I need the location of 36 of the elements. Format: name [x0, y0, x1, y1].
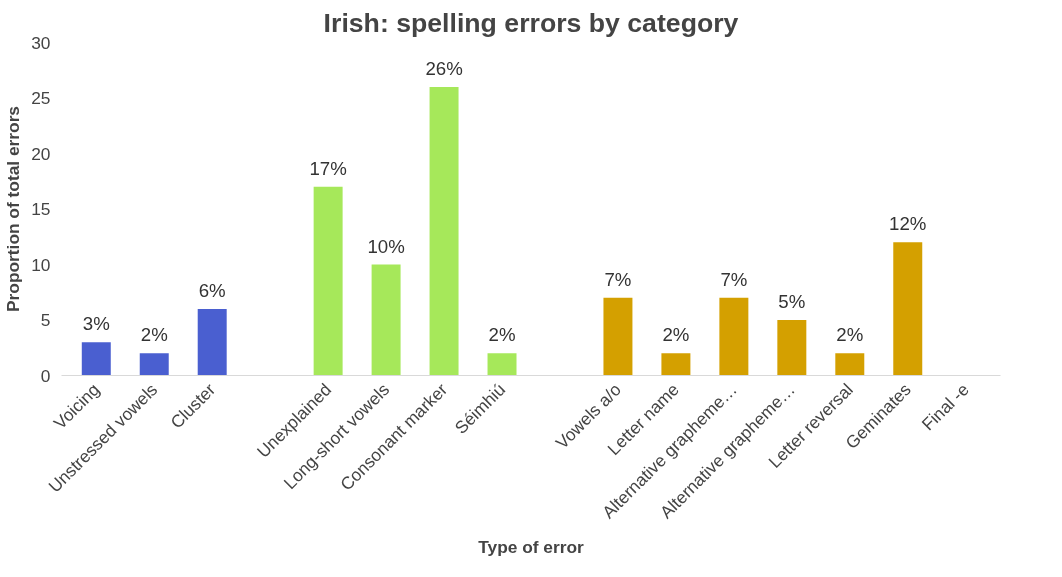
bar	[661, 353, 691, 376]
y-tick-label: 15	[31, 199, 51, 219]
bar	[719, 297, 749, 376]
bar	[81, 342, 111, 376]
bar	[893, 242, 923, 376]
bar	[603, 297, 633, 376]
y-tick-label: 0	[40, 365, 51, 386]
data-label: 5%	[778, 291, 806, 312]
data-label: 3%	[82, 313, 110, 335]
data-label: 17%	[309, 157, 347, 179]
y-axis-title: Proportion of total errors	[3, 105, 24, 313]
data-label: 7%	[604, 268, 632, 290]
data-label: 10%	[367, 235, 405, 257]
data-label: 2%	[488, 324, 516, 346]
bar	[487, 353, 517, 376]
data-label: 7%	[720, 268, 748, 290]
bar	[197, 308, 227, 376]
y-tick-label: 5	[40, 310, 51, 330]
bar	[429, 86, 459, 376]
y-tick-label: 20	[31, 143, 51, 164]
y-tick-label: 30	[31, 32, 51, 53]
bar	[139, 353, 169, 376]
bar	[777, 320, 807, 376]
chart-title: Irish: spelling errors by category	[323, 7, 739, 38]
bar	[313, 186, 343, 376]
bar	[371, 264, 401, 376]
data-label: 12%	[889, 213, 927, 235]
y-tick-label: 25	[31, 88, 51, 108]
bar	[835, 353, 865, 376]
data-label: 26%	[425, 57, 463, 79]
y-tick-label: 10	[31, 254, 51, 275]
data-label: 2%	[662, 324, 690, 346]
x-axis-title: Type of error	[478, 537, 585, 558]
data-label: 2%	[836, 324, 864, 346]
data-label: 2%	[140, 324, 168, 346]
data-label: 6%	[198, 279, 226, 301]
